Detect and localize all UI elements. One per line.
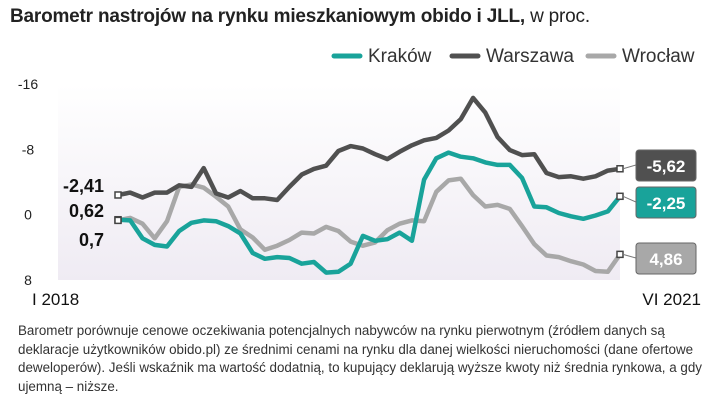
end-label-connector xyxy=(622,195,637,203)
end-value-label-wroclaw: 4,86 xyxy=(649,250,682,269)
point-marker-warszawa xyxy=(114,191,122,199)
end-labels: -5,62 -2,25 4,86 xyxy=(622,149,697,275)
y-tick-label: 0 xyxy=(24,207,32,223)
legend: Kraków Warszawa Wrocław xyxy=(331,46,695,67)
legend-label-warszawa: Warszawa xyxy=(486,46,574,67)
y-tick-label: -8 xyxy=(22,141,35,157)
line-chart: Kraków Warszawa Wrocław -16 -8 0 8 -2,41 0,62 0… xyxy=(18,46,701,309)
series-line-krakow xyxy=(115,150,623,275)
end-label-box-krakow xyxy=(635,186,697,219)
end-label-connector xyxy=(622,164,637,170)
end-value-label-krakow: -2,25 xyxy=(647,194,686,213)
end-label-box-wroclaw xyxy=(635,242,697,275)
chart-title-unit: w proc. xyxy=(524,6,590,27)
y-tick-label: 8 xyxy=(24,272,32,288)
end-label-box-warszawa xyxy=(635,149,697,182)
chart-title-main: Barometr nastrojów na rynku mieszkaniowy… xyxy=(10,6,525,27)
end-label-connector xyxy=(622,253,637,259)
legend-label-krakow: Kraków xyxy=(368,46,432,67)
series-line-warszawa xyxy=(115,95,623,203)
point-marker-warszawa xyxy=(616,165,624,173)
start-value-label: 0,7 xyxy=(79,230,104,250)
point-marker-krakow xyxy=(616,192,624,201)
series-layer xyxy=(114,95,624,275)
chart-note: Barometr porównuje cenowe oczekiwania po… xyxy=(18,323,702,394)
plot-area xyxy=(58,84,620,280)
start-value-label: -2,41 xyxy=(63,176,104,196)
y-axis: -16 -8 0 8 xyxy=(18,76,38,288)
point-marker-wroclaw xyxy=(616,250,624,259)
x-start-label: I 2018 xyxy=(32,290,79,309)
start-value-label: 0,62 xyxy=(69,201,104,221)
x-end-label: VI 2021 xyxy=(642,290,701,309)
point-marker-wroclaw xyxy=(114,216,122,225)
chart-title: Barometr nastrojów na rynku mieszkaniowy… xyxy=(10,6,590,28)
y-tick-label: -16 xyxy=(18,76,38,92)
end-value-label-warszawa: -5,62 xyxy=(647,157,686,176)
start-labels: -2,41 0,62 0,7 xyxy=(63,176,104,250)
legend-label-wroclaw: Wrocław xyxy=(622,46,695,67)
series-line-wroclaw xyxy=(115,176,623,275)
